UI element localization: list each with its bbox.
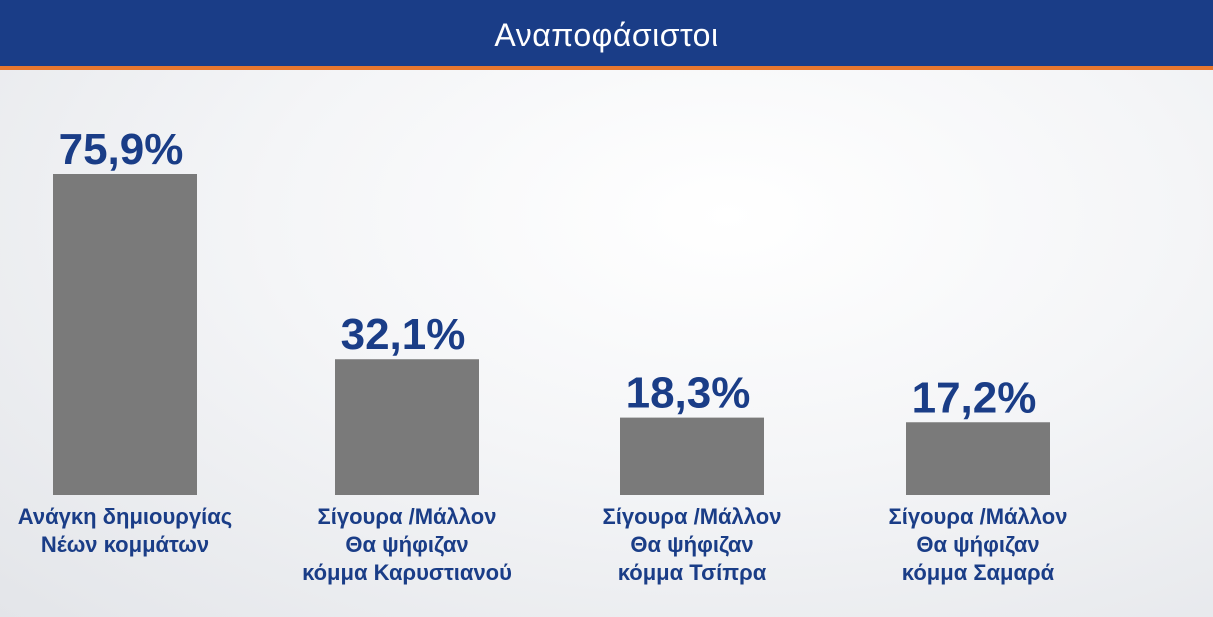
category-label-line: Σίγουρα /Μάλλον (603, 504, 782, 529)
value-label-2: 32,1% (341, 310, 466, 359)
category-label-line: Σίγουρα /Μάλλον (889, 504, 1068, 529)
category-label-2: Σίγουρα /Μάλλον Θα ψήφιζαν κόμμα Καρυστιαν… (302, 504, 512, 585)
bar-4 (906, 422, 1050, 495)
chart-title: Αναποφάσιστοι (494, 16, 719, 53)
category-label-line: Νέων κομμάτων (41, 532, 209, 557)
category-label-line: Θα ψήφιζαν (630, 532, 753, 557)
category-label-4: Σίγουρα /Μάλλον Θα ψήφιζαν κόμμα Σαμαρά (889, 504, 1068, 585)
value-label-1: 75,9% (59, 125, 184, 174)
bar-3 (620, 417, 764, 495)
bar-1 (53, 174, 197, 495)
category-label-line: κόμμα Τσίπρα (618, 560, 767, 585)
category-label-3: Σίγουρα /Μάλλον Θα ψήφιζαν κόμμα Τσίπρα (603, 504, 782, 585)
value-label-3: 18,3% (626, 369, 751, 418)
category-label-line: κόμμα Σαμαρά (902, 560, 1055, 585)
bar-2 (335, 359, 479, 495)
category-label-line: Ανάγκη δημιουργίας (18, 504, 232, 529)
title-underline (0, 66, 1213, 70)
title-bar: Αναποφάσιστοι (0, 0, 1213, 66)
category-label-line: Θα ψήφιζαν (345, 532, 468, 557)
category-label-line: Θα ψήφιζαν (916, 532, 1039, 557)
category-label-1: Ανάγκη δημιουργίας Νέων κομμάτων (18, 504, 232, 557)
value-label-4: 17,2% (912, 373, 1037, 422)
category-label-line: Σίγουρα /Μάλλον (318, 504, 497, 529)
category-label-line: κόμμα Καρυστιανού (302, 560, 512, 585)
